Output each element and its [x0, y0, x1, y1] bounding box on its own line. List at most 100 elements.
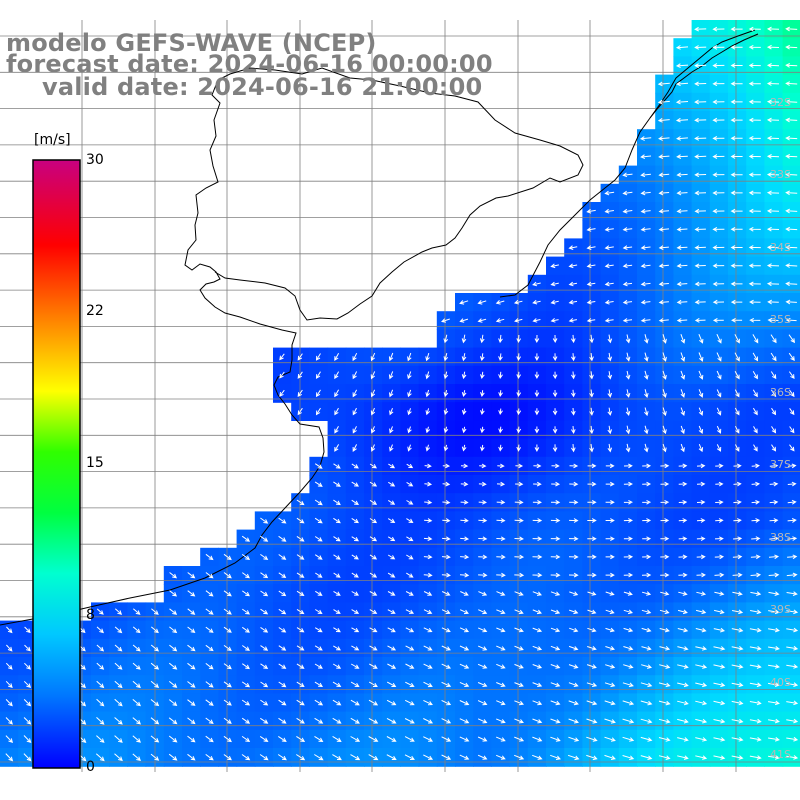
wind-arrow — [604, 281, 614, 287]
wind-arrow — [351, 591, 359, 596]
wind-arrow — [748, 117, 761, 123]
wind-arrow — [23, 735, 32, 744]
wind-arrow — [587, 554, 597, 560]
wind-arrow — [713, 737, 726, 742]
wind-arrow — [568, 299, 578, 305]
wind-arrow — [296, 663, 305, 669]
wind-arrow — [477, 627, 488, 633]
wind-arrow — [480, 426, 485, 434]
wind-arrow — [607, 443, 613, 453]
wind-arrow — [205, 699, 214, 706]
wind-arrow — [333, 517, 341, 524]
lat-label-37s: 37S — [770, 458, 791, 471]
wind-arrow — [694, 299, 706, 305]
wind-arrow — [223, 735, 232, 743]
wind-arrow — [605, 463, 615, 469]
wind-arrow — [623, 572, 634, 578]
wind-arrow — [388, 481, 396, 487]
wind-arrow — [714, 591, 725, 596]
wind-arrow — [496, 499, 506, 505]
wind-arrow — [496, 518, 506, 523]
wind-arrow — [496, 627, 506, 633]
wind-arrow — [386, 717, 397, 724]
wind-arrow — [749, 718, 762, 724]
wind-arrow — [567, 754, 580, 761]
wind-arrow — [604, 263, 614, 269]
wind-arrow — [695, 755, 708, 760]
wind-arrow — [387, 627, 396, 633]
wind-arrow — [607, 407, 613, 416]
wind-arrow — [260, 608, 269, 615]
wind-arrow — [660, 481, 670, 487]
wind-arrow — [675, 81, 689, 87]
wind-arrow — [586, 664, 597, 669]
wind-arrow — [315, 407, 321, 416]
wind-arrow — [676, 318, 688, 323]
wind-arrow — [296, 554, 305, 560]
wind-arrow — [369, 609, 378, 614]
wind-arrow — [712, 226, 725, 232]
wind-arrow — [443, 334, 449, 344]
wind-arrow — [604, 208, 614, 214]
wind-arrow — [150, 626, 159, 634]
wind-arrow — [644, 352, 649, 362]
wind-arrow — [568, 572, 579, 578]
wind-arrow — [223, 553, 232, 561]
wind-arrow — [386, 681, 397, 687]
wind-arrow — [552, 426, 558, 434]
wind-arrow — [459, 754, 470, 760]
wind-arrow — [351, 517, 359, 524]
wind-arrow — [749, 737, 762, 742]
wind-arrow — [333, 609, 341, 614]
colorbar-unit: [m/s] — [34, 132, 71, 148]
wind-arrow — [696, 481, 706, 487]
wind-arrow — [442, 499, 451, 505]
wind-arrow — [748, 154, 761, 159]
wind-arrow — [730, 299, 743, 305]
wind-arrow — [786, 682, 799, 687]
wind-arrow — [749, 317, 761, 323]
wind-arrow — [279, 389, 285, 397]
wind-arrow — [278, 717, 287, 724]
wind-arrow — [550, 718, 561, 724]
wind-arrow — [223, 590, 232, 597]
wind-arrow — [423, 736, 434, 742]
wind-arrow — [297, 407, 303, 416]
wind-arrow — [442, 536, 451, 542]
wind-arrow — [768, 572, 780, 578]
wind-arrow — [368, 717, 379, 724]
wind-arrow — [187, 717, 196, 725]
wind-arrow — [351, 536, 359, 542]
wind-arrow — [731, 755, 744, 760]
wind-arrow — [769, 463, 779, 469]
wind-arrow — [694, 281, 706, 287]
wind-arrow — [388, 352, 394, 362]
wind-arrow — [406, 463, 414, 469]
wind-arrow — [750, 554, 761, 560]
wind-arrow — [622, 172, 633, 178]
wind-arrow — [696, 554, 706, 560]
wind-arrow — [732, 609, 744, 615]
wind-arrow — [532, 682, 543, 687]
wind-arrow — [132, 699, 142, 707]
wind-arrow — [407, 352, 412, 362]
wind-arrow — [731, 718, 744, 724]
wind-arrow — [460, 554, 470, 560]
wind-arrow — [766, 208, 780, 214]
wind-arrow — [730, 190, 743, 196]
wind-arrow — [604, 754, 616, 760]
wind-arrow — [605, 481, 615, 487]
wind-arrow — [658, 737, 671, 742]
wind-arrow — [296, 735, 306, 742]
wind-arrow — [640, 700, 653, 706]
lat-label-40s: 40S — [770, 676, 791, 689]
wind-arrow — [441, 699, 452, 706]
wind-arrow — [241, 717, 251, 724]
wind-arrow — [278, 590, 287, 597]
wind-arrow — [607, 389, 613, 398]
wind-arrow — [478, 591, 488, 596]
wind-arrow — [533, 481, 542, 487]
wind-arrow — [675, 45, 689, 50]
wind-arrow — [260, 699, 269, 706]
wind-arrow — [479, 353, 485, 362]
